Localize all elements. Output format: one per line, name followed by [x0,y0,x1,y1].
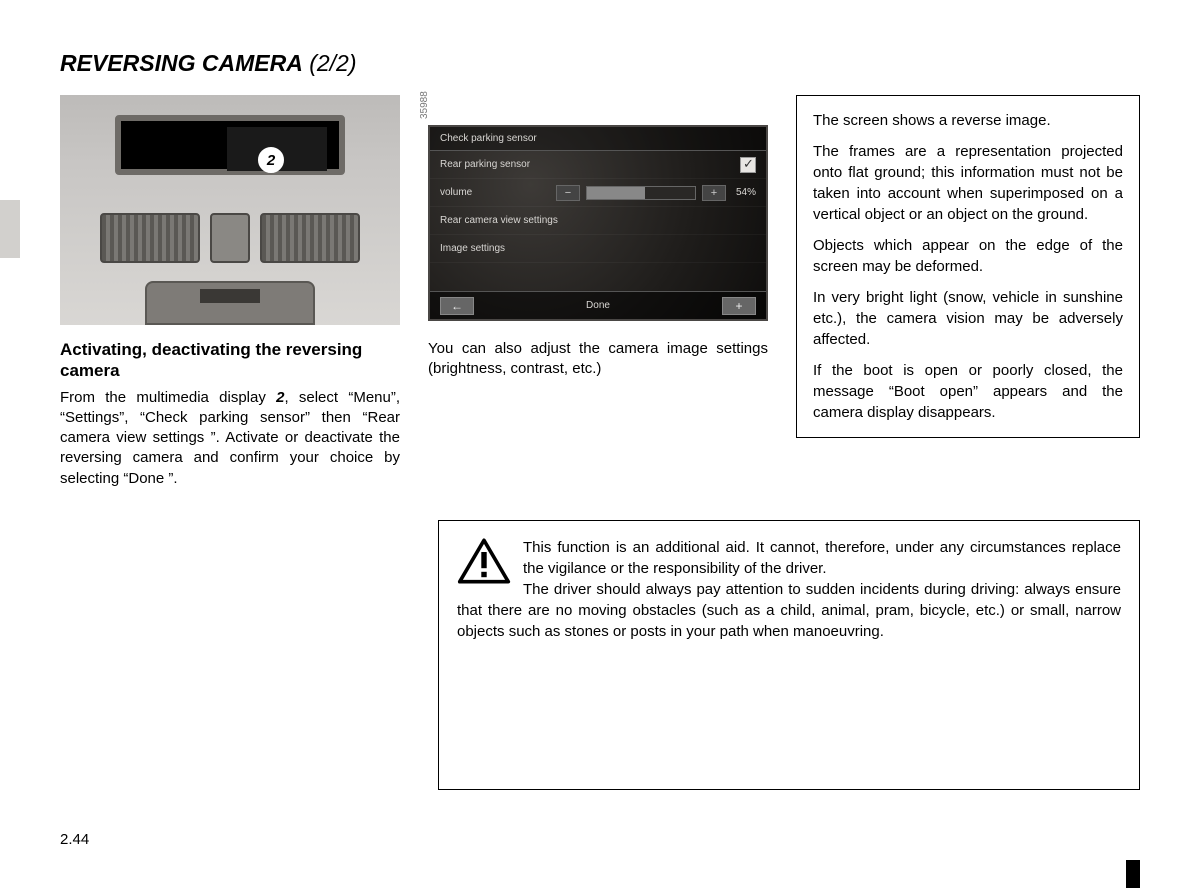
settings-row-volume: volume − + 54% [430,179,766,207]
settings-image: 35988 Check parking sensor Rear parking … [428,95,768,325]
radio-screen [200,289,260,303]
column-3: The screen shows a reverse image. The fr… [796,95,1140,489]
settings-footer: ← Done + [430,291,766,319]
settings-row-camera-view[interactable]: Rear camera view settings [430,207,766,235]
plus-button[interactable]: + [722,297,756,315]
warning-p1: This function is an additional aid. It c… [523,539,1121,577]
volume-minus-button[interactable]: − [556,185,580,201]
volume-slider[interactable]: − + [556,185,726,201]
info-p5: If the boot is open or poorly closed, th… [813,360,1123,423]
side-tab [0,200,20,258]
radio-slot [145,281,315,325]
volume-fill [587,187,645,199]
page-title: REVERSING CAMERA (2/2) [60,50,1140,77]
callout-2: 2 [258,147,284,173]
volume-plus-button[interactable]: + [702,185,726,201]
info-p1: The screen shows a reverse image. [813,110,1123,131]
info-p3: Objects which appear on the edge of the … [813,235,1123,277]
title-main: REVERSING CAMERA [60,50,303,76]
settings-row1-label: Rear parking sensor [440,159,730,170]
settings-row4-label: Image settings [440,243,505,254]
settings-row-image-settings[interactable]: Image settings [430,235,766,263]
warning-p2: The driver should always pay attention t… [457,581,1121,640]
warning-box: This function is an additional aid. It c… [438,520,1140,790]
page-number: 2.44 [60,831,89,848]
callout-number: 2 [267,152,275,169]
done-button[interactable]: Done [586,300,610,311]
volume-percent: 54% [736,187,756,198]
info-p2: The frames are a representation projecte… [813,141,1123,225]
col1-subtitle: Activating, deactivating the reversing c… [60,339,400,382]
bottom-mark [1126,860,1140,888]
warning-content: This function is an additional aid. It c… [457,537,1121,642]
vents [100,213,360,263]
settings-row2-label: volume [440,187,546,198]
column-2: 35988 Check parking sensor Rear parking … [428,95,768,489]
back-button[interactable]: ← [440,297,474,315]
vent-left [100,213,200,263]
dashboard-display-slot [115,115,345,175]
column-1: 38407 2 Activating, deactivating the rev… [60,95,400,489]
image-id-2: 35988 [419,91,430,119]
vent-center [210,213,250,263]
col2-text: You can also adjust the camera image set… [428,339,768,380]
image-id-1: 38407 [60,95,62,119]
checkbox-icon[interactable] [740,157,756,173]
settings-row3-label: Rear camera view settings [440,215,558,226]
col1-text-before: From the multimedia display [60,389,276,406]
volume-track[interactable] [586,186,696,200]
vent-right [260,213,360,263]
dashboard-image: 38407 2 [60,95,400,325]
warning-icon [457,537,511,585]
col1-text: From the multimedia display 2, select “M… [60,388,400,489]
columns: 38407 2 Activating, deactivating the rev… [60,95,1140,489]
settings-header: Check parking sensor [430,127,766,151]
settings-row-rear-sensor[interactable]: Rear parking sensor [430,151,766,179]
settings-header-label: Check parking sensor [440,133,537,144]
info-box: The screen shows a reverse image. The fr… [796,95,1140,438]
info-p4: In very bright light (snow, vehicle in s… [813,287,1123,350]
title-suffix: (2/2) [303,50,357,76]
settings-screen: Check parking sensor Rear parking sensor… [428,125,768,321]
